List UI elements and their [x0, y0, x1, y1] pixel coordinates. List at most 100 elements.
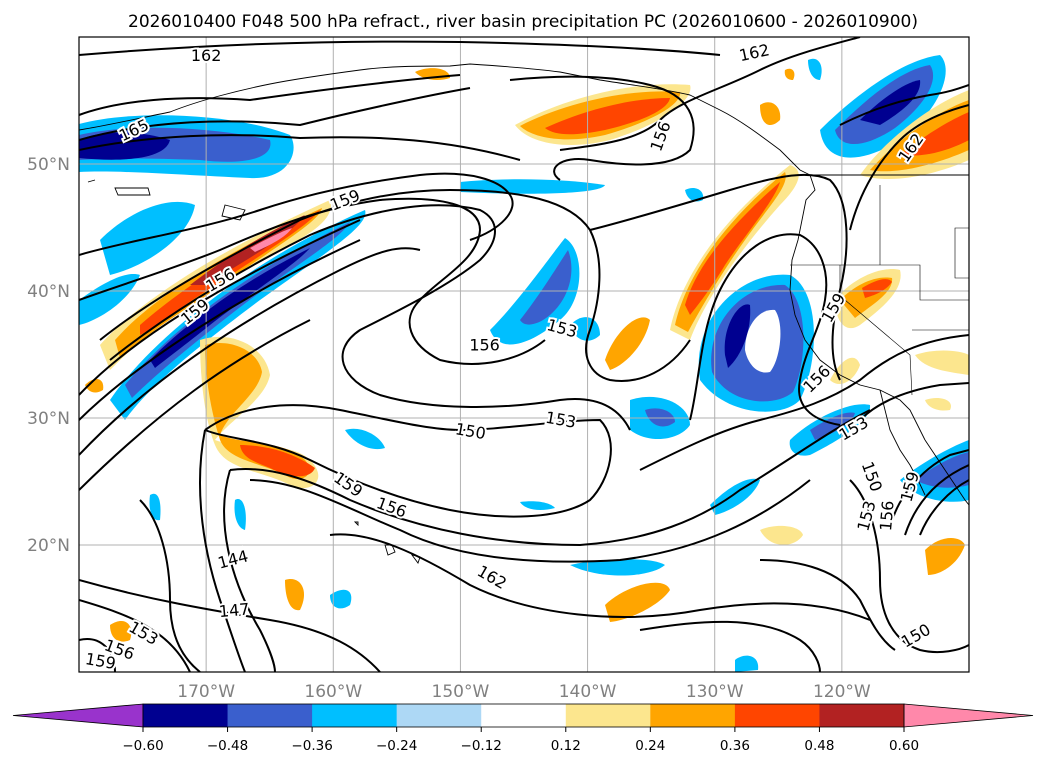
- contour-line: [79, 87, 471, 141]
- negative-anomaly-region: [79, 274, 140, 325]
- negative-anomaly-region: [330, 589, 352, 609]
- contour-line: [849, 479, 969, 654]
- positive-anomaly-region: [240, 445, 315, 477]
- colorbar-tick-label: −0.24: [376, 738, 417, 754]
- contour-line: [589, 173, 848, 381]
- colorbar-segment: [819, 704, 905, 727]
- contour-line: [509, 75, 695, 181]
- colorbar-segment: [312, 704, 398, 727]
- positive-anomaly-region: [870, 100, 969, 172]
- latitude-label: 30°N: [27, 409, 70, 429]
- positive-anomaly-region: [605, 582, 670, 622]
- contour-label-text: 156: [469, 335, 500, 354]
- colorbar-extend-high: [903, 703, 1034, 728]
- positive-anomaly-region: [925, 538, 965, 575]
- latitude-label: 40°N: [27, 282, 70, 302]
- positive-anomaly-region: [862, 279, 892, 298]
- negative-anomaly-region: [685, 188, 704, 202]
- negative-anomaly-region: [810, 412, 855, 440]
- colorbar: [12, 703, 1034, 728]
- state-border: [844, 299, 913, 396]
- contour-line: [109, 204, 631, 431]
- positive-anomaly-region: [925, 398, 951, 411]
- contour-line: [139, 499, 201, 672]
- negative-anomaly-region: [745, 309, 781, 373]
- contour-line: [79, 74, 461, 116]
- negative-anomaly-region: [724, 304, 751, 368]
- positive-anomaly-region: [900, 112, 969, 156]
- contour-label: 156: [874, 498, 900, 534]
- positive-anomaly-region: [784, 68, 795, 80]
- contour-line: [689, 233, 841, 426]
- contour-line: [79, 40, 721, 56]
- longitude-label: 120°W: [813, 682, 871, 702]
- positive-anomaly-region: [915, 350, 969, 375]
- contour-line: [204, 404, 612, 518]
- contour-line: [839, 84, 969, 126]
- negative-anomaly-region: [860, 80, 921, 125]
- colorbar-outline: [142, 703, 905, 728]
- positive-anomaly-region: [250, 228, 292, 252]
- contour-line: [223, 469, 276, 672]
- contour-line: [79, 197, 546, 365]
- contour-line: [904, 464, 969, 536]
- contour-line: [639, 620, 821, 672]
- contour-line: [859, 382, 969, 421]
- colorbar-tick-labels: −0.60 −0.48 −0.36 −0.24 −0.12 0.12 0.24 0.36 0.4…: [122, 727, 919, 754]
- longitude-label: 140°W: [559, 682, 617, 702]
- colorbar-tick-label: 0.36: [720, 738, 750, 754]
- colorbar-segment: [734, 704, 820, 727]
- positive-anomaly-region: [830, 357, 860, 385]
- negative-anomaly-region: [234, 499, 246, 530]
- colorbar-segment: [227, 704, 313, 727]
- positive-anomaly-region: [285, 579, 305, 611]
- positive-anomaly-region: [760, 525, 803, 545]
- contour-label-text: 162: [191, 46, 222, 65]
- negative-anomaly-region: [645, 408, 675, 427]
- colorbar-segment: [396, 704, 482, 727]
- positive-anomaly-region: [85, 378, 104, 393]
- colorbar-tick-label: −0.12: [461, 738, 502, 754]
- contour-label-text: 159: [84, 649, 117, 673]
- contour-line: [889, 449, 969, 531]
- contour-label: 159: [82, 647, 119, 673]
- contour-line: [559, 37, 861, 151]
- contour-line: [639, 334, 969, 471]
- negative-anomaly-region: [520, 501, 555, 510]
- contour-line: [79, 219, 361, 396]
- contour-line: [99, 188, 691, 382]
- negative-anomaly-region: [915, 452, 969, 488]
- coastlines: [79, 63, 969, 564]
- positive-anomaly-region: [760, 102, 781, 125]
- colorbar-tick-label: 0.24: [635, 738, 665, 754]
- aleutian-islands: [87, 179, 246, 221]
- contour-line: [79, 579, 381, 672]
- contour-label-text: 147: [218, 599, 250, 621]
- longitude-label: 130°W: [686, 682, 744, 702]
- state-border: [954, 227, 969, 279]
- negative-anomaly-region: [808, 58, 822, 80]
- alaska-coastline: [79, 63, 811, 176]
- colorbar-tick-label: 0.60: [889, 738, 919, 754]
- contour-line: [919, 479, 969, 536]
- negative-anomaly-region: [125, 222, 350, 398]
- negative-anomaly-region: [149, 493, 161, 521]
- contour-line: [79, 239, 361, 421]
- positive-anomaly-region: [110, 620, 132, 642]
- positive-anomaly-region: [685, 182, 780, 315]
- contour-line: [79, 134, 521, 161]
- contour-line: [79, 599, 191, 672]
- longitude-label: 150°W: [432, 682, 490, 702]
- latitude-label: 20°N: [27, 536, 70, 556]
- colorbar-tick-label: 0.48: [804, 738, 834, 754]
- contour-label: 156: [467, 333, 502, 356]
- contour-label-text: 153: [544, 408, 577, 432]
- canada-coastline: [789, 174, 926, 441]
- negative-anomaly-region: [345, 428, 385, 450]
- negative-anomaly-region: [520, 250, 572, 325]
- positive-anomaly-region: [545, 98, 670, 135]
- contour-line: [759, 559, 896, 651]
- contour-label: 153: [542, 406, 579, 434]
- colorbar-tick-label: 0.12: [551, 738, 581, 754]
